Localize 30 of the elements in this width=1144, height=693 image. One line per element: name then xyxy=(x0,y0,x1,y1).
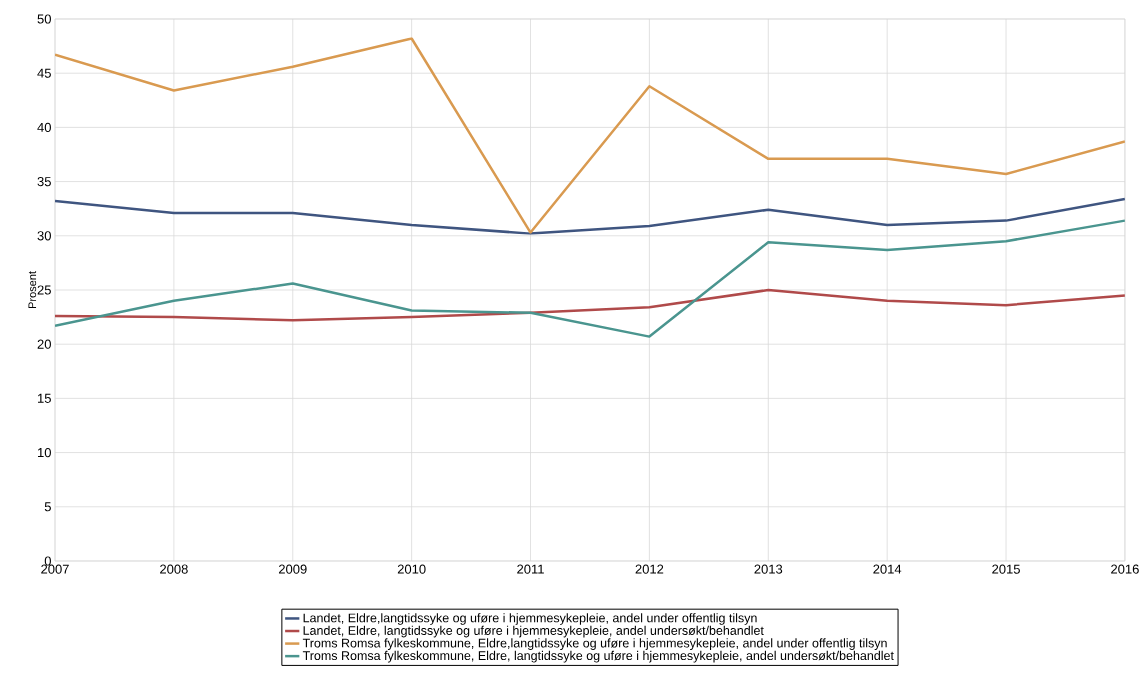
line-series xyxy=(55,197,1125,235)
x-tick-label: 2015 xyxy=(992,564,1020,574)
y-tick-label: 45 xyxy=(37,68,51,78)
line-series xyxy=(55,219,1125,338)
x-tick-label: 2008 xyxy=(160,564,188,574)
y-tick-label: 35 xyxy=(37,176,51,187)
x-tick-label: 2010 xyxy=(397,564,426,574)
x-tick-label: 2007 xyxy=(41,564,69,574)
legend-label: Troms Romsa fylkeskommune, Eldre,langtidssyke og uføre i hjemmesykepleie, andel under offentlig tilsyn xyxy=(302,638,887,650)
y-tick-label: 5 xyxy=(44,502,51,512)
y-tick-label: 15 xyxy=(38,393,51,403)
legend-label: Landet, Eldre,langtidssyke og uføre i hjemmesykepleie, andel under offentlig tilsyn xyxy=(303,613,757,625)
y-tick-label: 40 xyxy=(37,122,51,132)
line-series xyxy=(55,37,1125,234)
x-tick-label: 2013 xyxy=(754,564,783,574)
legend-label: Troms Romsa fylkeskommune, Eldre, langtidssyke og uføre i hjemmesykepleie, andel undersøkt/behandlet xyxy=(302,650,894,663)
line-series xyxy=(55,288,1125,322)
y-tick-label: 20 xyxy=(37,339,51,349)
y-tick-label: 50 xyxy=(37,14,51,24)
x-tick-label: 2016 xyxy=(1111,564,1139,574)
x-tick-label: 2011 xyxy=(517,564,544,574)
y-tick-label: 0 xyxy=(44,556,51,566)
y-tick-label: 25 xyxy=(37,285,51,295)
x-tick-label: 2012 xyxy=(635,564,664,574)
y-tick-label: 30 xyxy=(37,231,51,241)
y-tick-label: 10 xyxy=(38,447,51,458)
legend-label: Landet, Eldre, langtidssyke og uføre i hjemmesykepleie, andel undersøkt/behandlet xyxy=(303,625,764,638)
y-axis-title: Prosent xyxy=(28,271,37,309)
x-tick-label: 2014 xyxy=(873,564,902,574)
x-tick-label: 2009 xyxy=(278,564,307,574)
